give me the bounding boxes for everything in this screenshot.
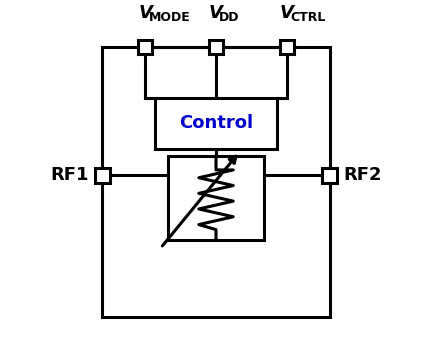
Text: V: V [138, 4, 152, 22]
Text: RF1: RF1 [50, 166, 89, 184]
Text: DD: DD [219, 12, 240, 24]
Bar [102, 47, 330, 317]
Text: MODE: MODE [149, 12, 190, 24]
Bar [280, 39, 294, 54]
Bar [209, 39, 223, 54]
Text: RF2: RF2 [343, 166, 382, 184]
Text: Control: Control [179, 115, 253, 133]
Text: CTRL: CTRL [290, 12, 326, 24]
Bar [95, 168, 109, 183]
Bar [155, 98, 277, 149]
Text: V: V [280, 4, 294, 22]
Bar [138, 39, 152, 54]
Bar [323, 168, 337, 183]
Text: V: V [209, 4, 223, 22]
Bar [168, 156, 264, 240]
